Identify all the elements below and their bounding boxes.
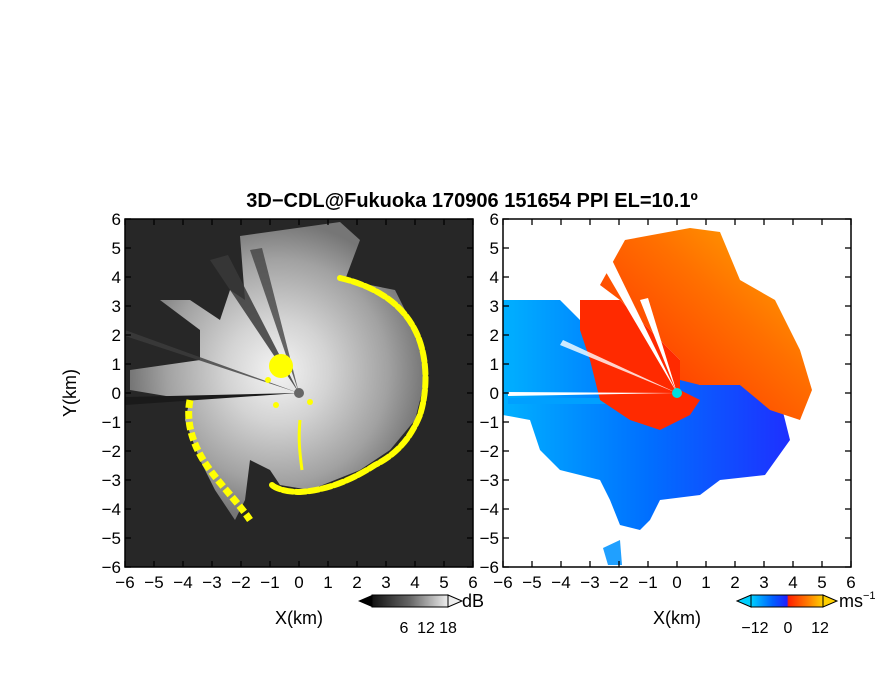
- right-xtick-label: 4: [788, 573, 797, 592]
- right-ytick-label: −3: [480, 471, 499, 490]
- left-ytick-label: −5: [102, 529, 121, 548]
- left-ytick-label: 3: [112, 297, 121, 316]
- right-colorbar-unit: ms−1: [839, 590, 876, 611]
- right-xtick-label: 1: [701, 573, 710, 592]
- right-xtick-label: −2: [609, 573, 628, 592]
- left-xtick-label: −3: [202, 573, 221, 592]
- right-xtick-label: −4: [551, 573, 570, 592]
- right-colorbar: −12 0 12 ms−1: [735, 590, 876, 637]
- left-ytick-label: 4: [112, 268, 121, 287]
- left-ytick-label: −4: [102, 500, 121, 519]
- right-ytick-label: 6: [490, 210, 499, 229]
- right-xtick-label: 6: [846, 573, 855, 592]
- right-ytick-label: −6: [480, 558, 499, 577]
- right-ytick-label: 3: [490, 297, 499, 316]
- left-ytick-label: −6: [102, 558, 121, 577]
- right-ytick-label: 4: [490, 268, 499, 287]
- right-axis-ticks: −6 −5 −4 −3 −2 −1 0 1 2 3 4 5 6 6 5 4 3 2 1 0 −1 −2 −3 −4 −5 −6: [480, 210, 856, 592]
- left-ytick-label: 5: [112, 239, 121, 258]
- right-colorbar-tick: 0: [784, 620, 793, 637]
- right-xtick-label: −5: [522, 573, 541, 592]
- right-xlabel: X(km): [653, 608, 701, 628]
- left-xtick-label: −2: [231, 573, 250, 592]
- left-ylabel: Y(km): [60, 369, 80, 417]
- left-xtick-label: −5: [144, 573, 163, 592]
- left-colorbar: 6 12 18 dB: [358, 591, 484, 637]
- figure-title: 3D−CDL@Fukuoka 170906 151654 PPI EL=10.1…: [246, 190, 698, 212]
- left-xtick-label: 0: [294, 573, 303, 592]
- left-ytick-label: −1: [102, 413, 121, 432]
- right-ytick-label: 0: [490, 384, 499, 403]
- left-ytick-label: 1: [112, 355, 121, 374]
- right-ytick-label: 5: [490, 239, 499, 258]
- left-colorbar-tick: 12: [417, 620, 435, 637]
- left-xtick-label: −4: [173, 573, 192, 592]
- left-xtick-label: 1: [323, 573, 332, 592]
- left-panel-image: [125, 219, 473, 567]
- left-ytick-label: 2: [112, 326, 121, 345]
- left-xtick-label: 5: [439, 573, 448, 592]
- left-xtick-label: −6: [115, 573, 134, 592]
- right-ytick-label: −1: [480, 413, 499, 432]
- right-ytick-label: −5: [480, 529, 499, 548]
- right-xtick-label: 5: [817, 573, 826, 592]
- left-ytick-label: −2: [102, 442, 121, 461]
- right-colorbar-tick: −12: [741, 620, 768, 637]
- right-ytick-label: 2: [490, 326, 499, 345]
- left-ytick-label: 6: [112, 210, 121, 229]
- left-xtick-label: 3: [381, 573, 390, 592]
- right-panel-image: [503, 219, 851, 567]
- left-colorbar-unit: dB: [462, 591, 484, 611]
- left-colorbar-tick: 6: [400, 620, 409, 637]
- left-ytick-label: −3: [102, 471, 121, 490]
- left-xtick-label: 2: [352, 573, 361, 592]
- right-ytick-label: 1: [490, 355, 499, 374]
- right-xtick-label: 2: [730, 573, 739, 592]
- right-xtick-label: −1: [638, 573, 657, 592]
- left-axis-ticks: −6 −5 −4 −3 −2 −1 0 1 2 3 4 5 6 6 5 4 3 2 1 0 −1 −2 −3 −4 −5 −6: [102, 210, 478, 592]
- left-xtick-label: 6: [468, 573, 477, 592]
- left-colorbar-tick: 18: [439, 620, 457, 637]
- right-colorbar-tick: 12: [811, 620, 829, 637]
- right-colorbar-unit-exponent: −1: [863, 590, 876, 602]
- left-xlabel: X(km): [275, 608, 323, 628]
- left-ytick-label: 0: [112, 384, 121, 403]
- right-xtick-label: −3: [580, 573, 599, 592]
- left-xtick-label: −1: [260, 573, 279, 592]
- right-ytick-label: −2: [480, 442, 499, 461]
- right-xtick-label: 3: [759, 573, 768, 592]
- left-xtick-label: 4: [410, 573, 419, 592]
- right-xtick-label: −6: [493, 573, 512, 592]
- right-ytick-label: −4: [480, 500, 499, 519]
- right-colorbar-unit-base: ms: [839, 591, 863, 611]
- right-xtick-label: 0: [672, 573, 681, 592]
